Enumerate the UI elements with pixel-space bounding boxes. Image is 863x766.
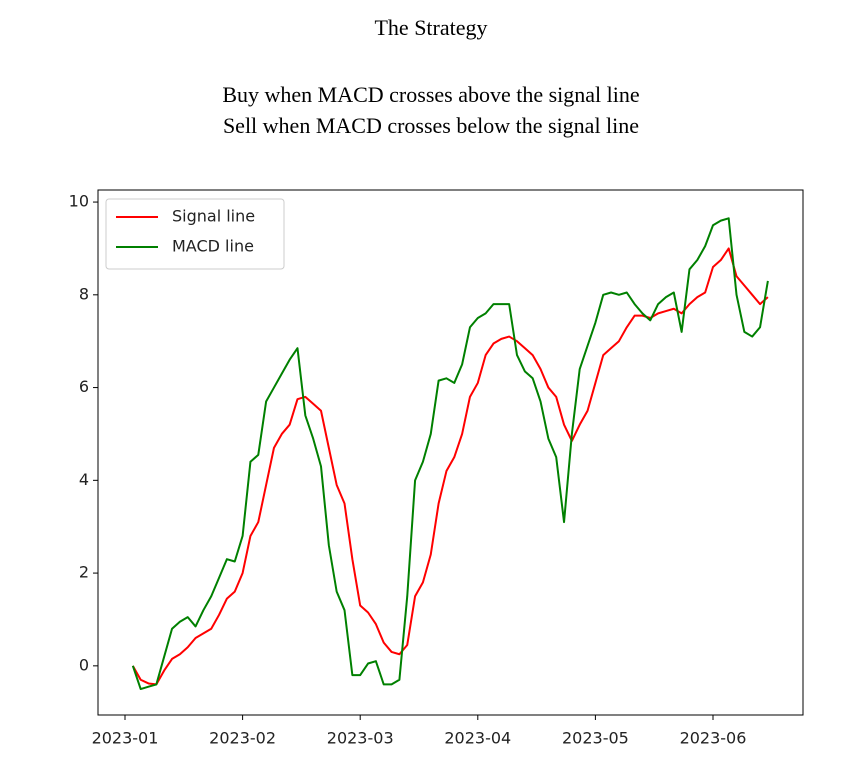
y-tick-label: 4 (79, 470, 89, 489)
x-tick-label: 2023-03 (327, 729, 394, 748)
series-line (131, 247, 769, 686)
y-tick-label: 0 (79, 655, 89, 674)
x-tick-label: 2023-04 (444, 729, 511, 748)
x-tick-label: 2023-01 (92, 729, 159, 748)
x-tick-label: 2023-06 (680, 729, 747, 748)
y-tick-label: 2 (79, 563, 89, 582)
x-tick-label: 2023-05 (562, 729, 629, 748)
strategy-rule: Buy when MACD crosses above the signal l… (222, 82, 639, 107)
strategy-rule: Sell when MACD crosses below the signal … (223, 113, 639, 138)
y-tick-label: 6 (79, 377, 89, 396)
strategy-title: The Strategy (374, 15, 487, 40)
y-tick-label: 8 (79, 284, 89, 303)
y-tick-label: 10 (69, 192, 89, 211)
series-line (131, 217, 769, 691)
x-tick-label: 2023-02 (209, 729, 276, 748)
plot-frame (97, 189, 804, 716)
legend-label: MACD line (172, 237, 254, 256)
legend-label: Signal line (172, 207, 255, 226)
